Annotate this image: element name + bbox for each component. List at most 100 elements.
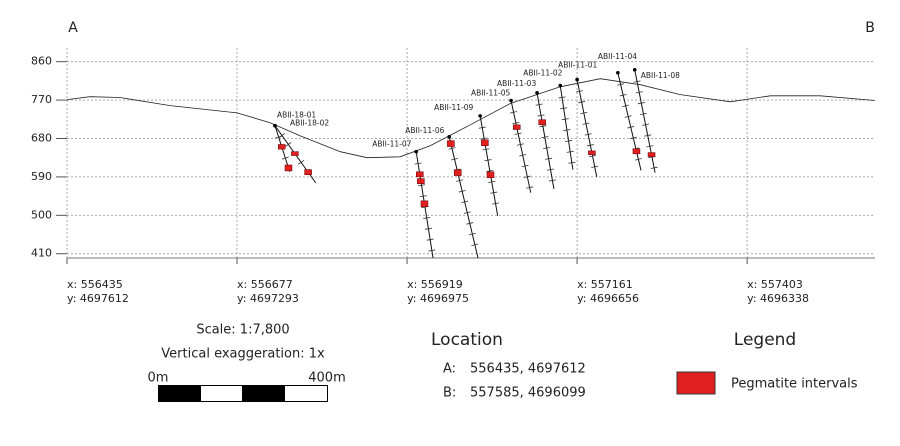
depth-tick bbox=[565, 140, 573, 142]
pegmatite-interval bbox=[417, 178, 425, 184]
location-b-label: B: bbox=[443, 386, 456, 401]
collar bbox=[575, 77, 579, 82]
location-title: Location bbox=[431, 330, 503, 350]
pegmatite-interval bbox=[284, 164, 293, 172]
depth-tick bbox=[584, 133, 592, 136]
section-end-label: B bbox=[865, 20, 875, 36]
collar bbox=[535, 91, 539, 95]
depth-tick bbox=[458, 190, 466, 193]
x-tick-northing: y: 4696975 bbox=[407, 292, 469, 305]
depth-tick bbox=[582, 122, 590, 125]
depth-tick bbox=[634, 158, 642, 161]
depth-tick bbox=[484, 159, 492, 162]
depth-tick bbox=[480, 137, 488, 140]
hole-label: ABII-11-07 bbox=[372, 140, 411, 149]
depth-tick bbox=[478, 126, 486, 129]
y-tick-label: 680 bbox=[31, 131, 52, 144]
collar bbox=[632, 67, 637, 72]
depth-tick bbox=[510, 111, 518, 114]
y-tick-label: 590 bbox=[31, 170, 52, 183]
depth-tick bbox=[578, 101, 586, 104]
hole-label: ABII-11-09 bbox=[434, 103, 473, 112]
depth-tick bbox=[426, 238, 434, 241]
y-tick-label: 410 bbox=[31, 247, 52, 260]
depth-tick bbox=[298, 159, 305, 165]
depth-tick bbox=[617, 83, 625, 86]
depth-tick bbox=[471, 243, 479, 246]
depth-tick bbox=[619, 93, 627, 97]
pegmatite-interval bbox=[447, 140, 455, 147]
depth-tick bbox=[537, 114, 545, 117]
depth-tick bbox=[486, 170, 494, 173]
depth-tick bbox=[414, 162, 422, 165]
y-tick-label: 860 bbox=[31, 55, 52, 68]
depth-tick bbox=[461, 200, 469, 204]
depth-tick bbox=[490, 191, 498, 194]
hole-label: ABII-11-01 bbox=[558, 61, 597, 70]
depth-tick bbox=[547, 168, 555, 171]
x-tick-label: x: 557161 bbox=[577, 278, 633, 291]
pegmatite-interval bbox=[481, 139, 489, 146]
x-tick-label: x: 557403 bbox=[747, 278, 803, 291]
depth-tick bbox=[646, 145, 654, 148]
section-end-label: A bbox=[68, 20, 78, 36]
depth-tick bbox=[545, 157, 553, 160]
scale-ratio: Scale: 1:7,800 bbox=[196, 323, 289, 338]
hole-label: ABII-11-05 bbox=[471, 89, 510, 98]
collar bbox=[558, 83, 563, 88]
pegmatite-interval bbox=[416, 171, 424, 178]
collar bbox=[414, 149, 418, 154]
x-tick-label: x: 556435 bbox=[67, 278, 123, 291]
depth-tick bbox=[541, 136, 549, 139]
pegmatite-interval bbox=[304, 169, 312, 176]
topography bbox=[66, 78, 876, 159]
legend-title: Legend bbox=[734, 330, 796, 350]
depth-tick bbox=[566, 150, 574, 153]
depth-tick bbox=[642, 123, 650, 126]
legend-label: Pegmatite intervals bbox=[731, 377, 858, 392]
hole-label: ABII-11-03 bbox=[497, 79, 536, 88]
collar bbox=[273, 123, 277, 128]
depth-tick bbox=[423, 216, 431, 219]
depth-tick bbox=[278, 133, 286, 138]
depth-tick bbox=[558, 96, 566, 99]
depth-tick bbox=[419, 195, 427, 198]
x-tick-label: x: 556919 bbox=[407, 278, 463, 291]
depth-tick bbox=[563, 129, 571, 131]
depth-tick bbox=[451, 157, 459, 161]
hole-label: ABII-11-08 bbox=[641, 71, 680, 80]
depth-tick bbox=[456, 179, 464, 182]
scale-end: 400m bbox=[308, 371, 345, 386]
depth-tick bbox=[514, 132, 522, 135]
x-tick-northing: y: 4696338 bbox=[747, 292, 809, 305]
depth-tick bbox=[285, 142, 292, 147]
depth-tick bbox=[560, 107, 568, 110]
depth-tick bbox=[523, 175, 531, 178]
depth-tick bbox=[561, 118, 569, 121]
y-tick-label: 770 bbox=[31, 93, 52, 106]
scale-start: 0m bbox=[148, 371, 169, 386]
hole-label: ABII-11-04 bbox=[598, 52, 637, 61]
depth-tick bbox=[281, 156, 289, 160]
hole-label: ABII-11-02 bbox=[523, 69, 562, 78]
depth-tick bbox=[424, 227, 432, 230]
depth-tick bbox=[428, 249, 436, 252]
depth-tick bbox=[568, 161, 576, 164]
depth-tick bbox=[543, 146, 551, 149]
depth-tick bbox=[629, 136, 637, 140]
location-a-label: A: bbox=[443, 362, 456, 377]
collar bbox=[616, 70, 620, 75]
x-tick-northing: y: 4697612 bbox=[67, 292, 129, 305]
depth-tick bbox=[627, 126, 635, 129]
drill-hole bbox=[448, 136, 479, 259]
depth-tick bbox=[639, 112, 647, 115]
pegmatite-interval bbox=[588, 150, 596, 155]
pegmatite-interval bbox=[291, 151, 299, 156]
drill-hole bbox=[617, 72, 642, 171]
depth-tick bbox=[580, 111, 588, 114]
pegmatite-interval bbox=[486, 171, 495, 179]
scale-bar bbox=[158, 385, 328, 402]
pegmatite-interval bbox=[512, 124, 521, 130]
hole-label: ABII-18-02 bbox=[290, 119, 329, 128]
depth-tick bbox=[519, 154, 527, 157]
